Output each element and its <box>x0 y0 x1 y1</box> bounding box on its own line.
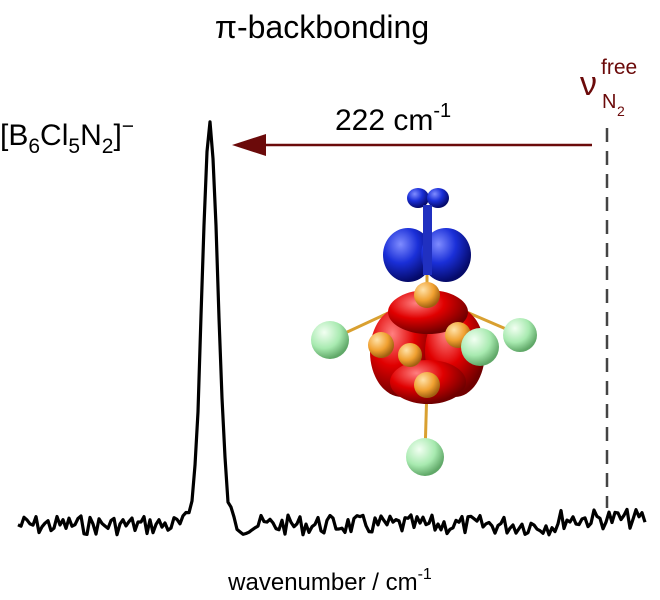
label-part: free <box>601 56 637 79</box>
label-part: wavenumber / cm <box>227 569 417 596</box>
label-part: -1 <box>433 100 451 122</box>
shift-label: 222 cm-1 <box>335 100 451 137</box>
label-part: 6 <box>28 135 40 158</box>
label-part: [B <box>0 119 28 152</box>
title: π-backbonding <box>215 9 429 45</box>
arrow-head <box>232 134 266 156</box>
label-part: 2 <box>617 103 625 119</box>
species-label: [B6Cl5N2]− <box>0 115 134 158</box>
label-part: 5 <box>68 135 80 158</box>
molecule <box>311 188 537 476</box>
reference-label: ν free N 2 <box>580 56 637 119</box>
label-part: Cl <box>40 119 68 152</box>
label-part: ν <box>580 65 597 103</box>
label-part: N <box>80 119 102 152</box>
spectrum <box>17 120 647 537</box>
x-axis-label: wavenumber / cm-1 <box>227 566 432 596</box>
label-part: − <box>122 115 134 138</box>
label-part: N <box>602 91 616 113</box>
label-part: 2 <box>102 135 114 158</box>
label-part: 222 cm <box>335 104 433 137</box>
label-part: -1 <box>418 566 432 583</box>
label-part: ] <box>113 119 121 152</box>
